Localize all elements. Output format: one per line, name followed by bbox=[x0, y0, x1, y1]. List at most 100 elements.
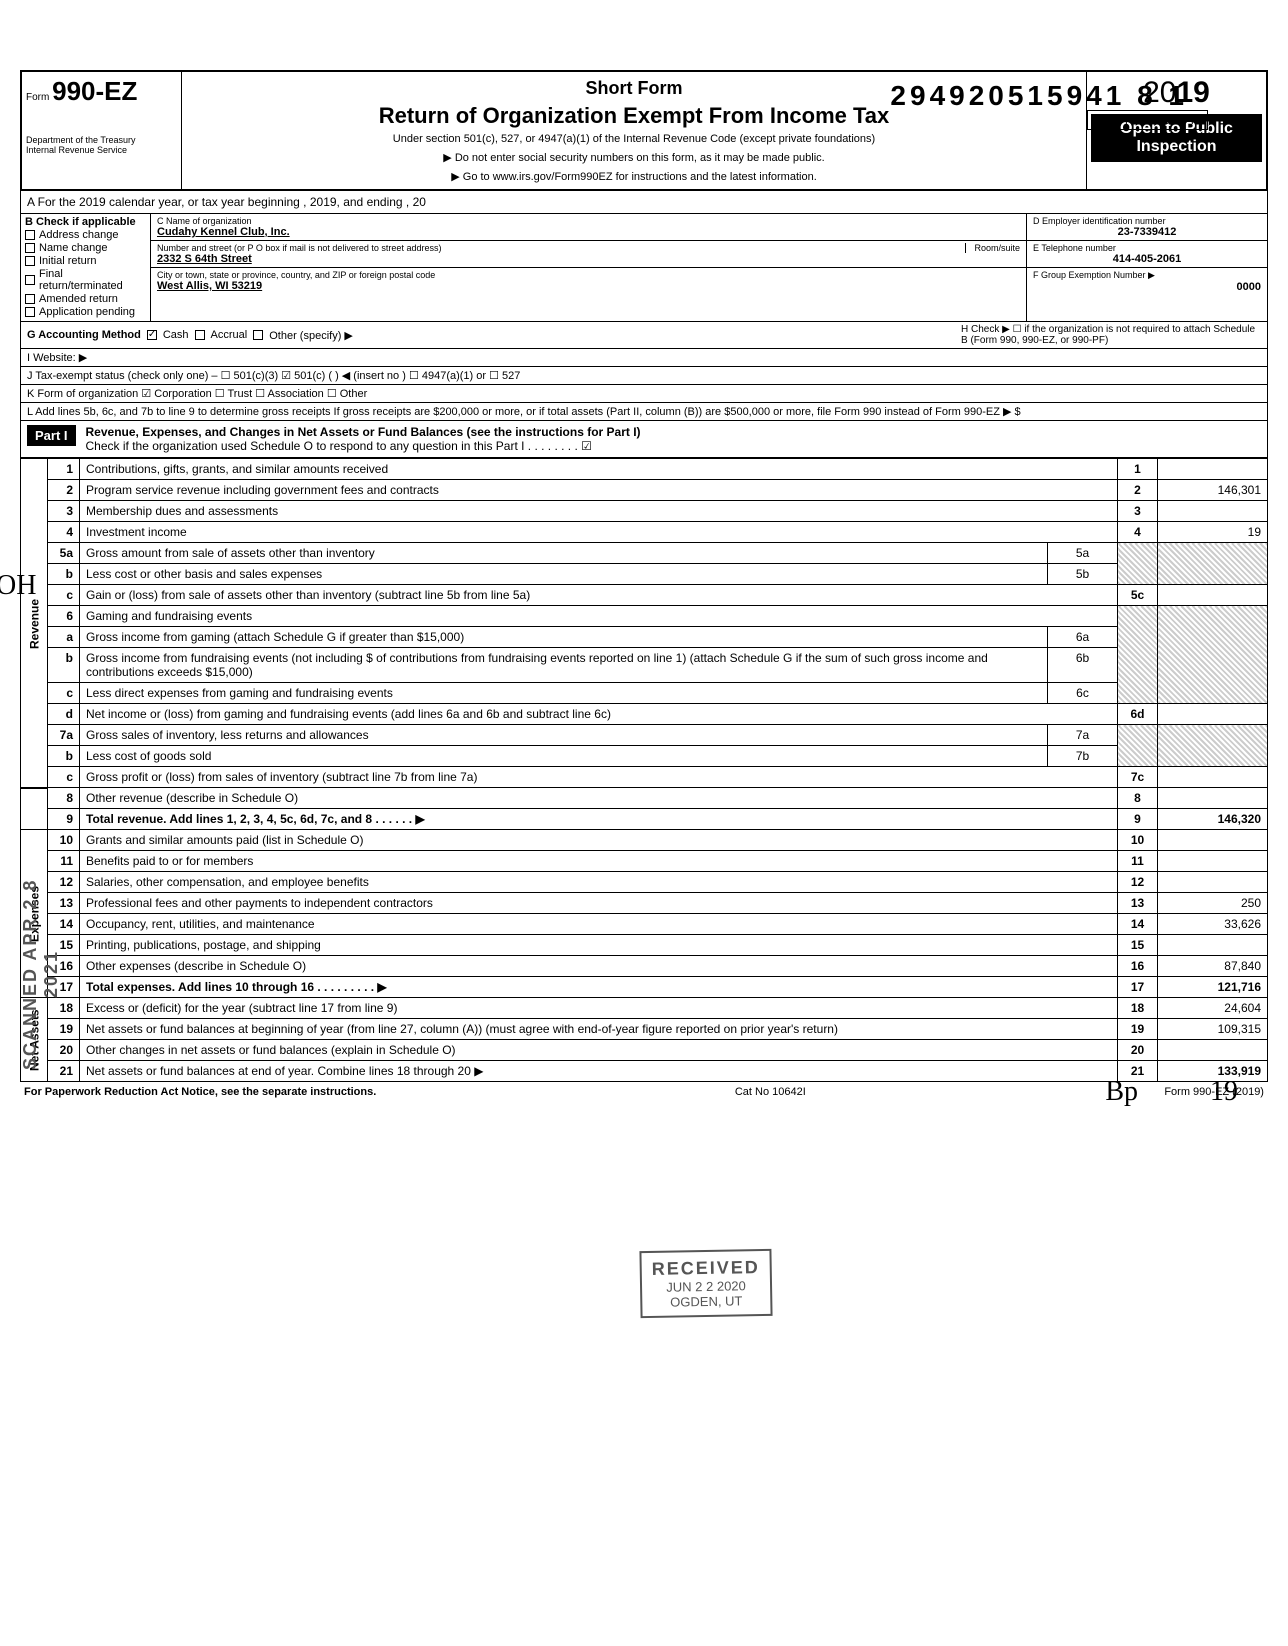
ln3-b: 3 bbox=[1118, 501, 1158, 522]
lbl-address: Address change bbox=[39, 229, 119, 241]
ln9-d: Total revenue. Add lines 1, 2, 3, 4, 5c,… bbox=[80, 809, 1118, 830]
ln15-a bbox=[1158, 935, 1268, 956]
ln2-d: Program service revenue including govern… bbox=[80, 480, 1118, 501]
ln6a-d: Gross income from gaming (attach Schedul… bbox=[80, 627, 1048, 648]
form-page: 294920515941 8 1 OMB No 1545-0047 OH For… bbox=[20, 70, 1268, 1098]
ln1-d: Contributions, gifts, grants, and simila… bbox=[80, 459, 1118, 480]
part1-title: Revenue, Expenses, and Changes in Net As… bbox=[86, 425, 1261, 439]
dln-number: 294920515941 8 1 bbox=[890, 80, 1188, 112]
chk-address[interactable] bbox=[25, 230, 35, 240]
d-label: D Employer identification number bbox=[1033, 216, 1261, 226]
ln10-n: 10 bbox=[48, 830, 80, 851]
chk-other[interactable] bbox=[253, 330, 263, 340]
col-b: B Check if applicable Address change Nam… bbox=[21, 214, 151, 321]
form-box: Form 990-EZ Department of the Treasury I… bbox=[22, 72, 182, 189]
row-g: G Accounting Method Cash Accrual Other (… bbox=[20, 322, 1268, 349]
dept-treasury: Department of the Treasury bbox=[26, 135, 177, 145]
ln9-b: 9 bbox=[1118, 809, 1158, 830]
chk-accrual[interactable] bbox=[195, 330, 205, 340]
ln19-b: 19 bbox=[1118, 1019, 1158, 1040]
row-k: K Form of organization ☑ Corporation ☐ T… bbox=[20, 385, 1268, 403]
ln8-d: Other revenue (describe in Schedule O) bbox=[80, 788, 1118, 809]
e-label: E Telephone number bbox=[1033, 243, 1261, 253]
ln6c-n: c bbox=[48, 683, 80, 704]
chk-final[interactable] bbox=[25, 275, 35, 285]
ln16-d: Other expenses (describe in Schedule O) bbox=[80, 956, 1118, 977]
footer-mid: Cat No 10642I bbox=[735, 1086, 806, 1098]
chk-amended[interactable] bbox=[25, 294, 35, 304]
group-exempt: 0000 bbox=[1033, 281, 1261, 293]
shade7 bbox=[1118, 725, 1158, 767]
ln20-b: 20 bbox=[1118, 1040, 1158, 1061]
chk-name[interactable] bbox=[25, 243, 35, 253]
row-j: J Tax-exempt status (check only one) – ☐… bbox=[20, 367, 1268, 385]
ln7c-b: 7c bbox=[1118, 767, 1158, 788]
ln3-a bbox=[1158, 501, 1268, 522]
ln18-b: 18 bbox=[1118, 998, 1158, 1019]
ln6d-n: d bbox=[48, 704, 80, 725]
ln2-n: 2 bbox=[48, 480, 80, 501]
shade7b bbox=[1158, 725, 1268, 767]
ln9-n: 9 bbox=[48, 809, 80, 830]
lbl-final: Final return/terminated bbox=[39, 268, 146, 292]
ln5a-m: 5a bbox=[1048, 543, 1118, 564]
ln5c-d: Gain or (loss) from sale of assets other… bbox=[80, 585, 1118, 606]
b-label: B Check if applicable bbox=[25, 216, 146, 228]
shade6 bbox=[1118, 606, 1158, 704]
ln6-n: 6 bbox=[48, 606, 80, 627]
ln18-a: 24,604 bbox=[1158, 998, 1268, 1019]
c-label: C Name of organization bbox=[157, 216, 1020, 226]
ln5b-m: 5b bbox=[1048, 564, 1118, 585]
ln1-b: 1 bbox=[1118, 459, 1158, 480]
ln9-a: 146,320 bbox=[1158, 809, 1268, 830]
ln1-a bbox=[1158, 459, 1268, 480]
ln19-d: Net assets or fund balances at beginning… bbox=[80, 1019, 1118, 1040]
ln4-n: 4 bbox=[48, 522, 80, 543]
ln13-d: Professional fees and other payments to … bbox=[80, 893, 1118, 914]
lbl-other: Other (specify) ▶ bbox=[269, 329, 353, 342]
stamp-received-date: JUN 2 2 2020 bbox=[652, 1278, 760, 1295]
ln8-n: 8 bbox=[48, 788, 80, 809]
ln14-a: 33,626 bbox=[1158, 914, 1268, 935]
ln14-b: 14 bbox=[1118, 914, 1158, 935]
room-suite: Room/suite bbox=[965, 243, 1020, 253]
ln13-b: 13 bbox=[1118, 893, 1158, 914]
shade6b bbox=[1158, 606, 1268, 704]
part1-header: Part I Revenue, Expenses, and Changes in… bbox=[20, 421, 1268, 458]
part1-label: Part I bbox=[27, 425, 76, 446]
ln6a-m: 6a bbox=[1048, 627, 1118, 648]
ln12-a bbox=[1158, 872, 1268, 893]
ln4-a: 19 bbox=[1158, 522, 1268, 543]
ln8-a bbox=[1158, 788, 1268, 809]
phone: 414-405-2061 bbox=[1033, 253, 1261, 265]
ln10-a bbox=[1158, 830, 1268, 851]
ln20-d: Other changes in net assets or fund bala… bbox=[80, 1040, 1118, 1061]
ln1-n: 1 bbox=[48, 459, 80, 480]
ln12-d: Salaries, other compensation, and employ… bbox=[80, 872, 1118, 893]
ln12-b: 12 bbox=[1118, 872, 1158, 893]
ln4-d: Investment income bbox=[80, 522, 1118, 543]
side-rev-cont bbox=[21, 788, 48, 830]
chk-pending[interactable] bbox=[25, 307, 35, 317]
form-prefix: Form bbox=[26, 92, 49, 103]
shade5 bbox=[1118, 543, 1158, 585]
title-warn2: ▶ Go to www.irs.gov/Form990EZ for instru… bbox=[188, 170, 1080, 183]
ln21-d: Net assets or fund balances at end of ye… bbox=[80, 1061, 1118, 1082]
ln3-n: 3 bbox=[48, 501, 80, 522]
ln10-b: 10 bbox=[1118, 830, 1158, 851]
chk-cash[interactable] bbox=[147, 330, 157, 340]
ln14-d: Occupancy, rent, utilities, and maintena… bbox=[80, 914, 1118, 935]
title-warn1: ▶ Do not enter social security numbers o… bbox=[188, 151, 1080, 164]
org-name: Cudahy Kennel Club, Inc. bbox=[157, 226, 1020, 238]
ln6a-n: a bbox=[48, 627, 80, 648]
f-label: F Group Exemption Number ▶ bbox=[1033, 270, 1261, 281]
row-l: L Add lines 5b, 6c, and 7b to line 9 to … bbox=[20, 403, 1268, 421]
ln6c-m: 6c bbox=[1048, 683, 1118, 704]
dept-irs: Internal Revenue Service bbox=[26, 145, 177, 155]
ln7c-d: Gross profit or (loss) from sales of inv… bbox=[80, 767, 1118, 788]
lbl-name: Name change bbox=[39, 242, 108, 254]
ln5a-d: Gross amount from sale of assets other t… bbox=[80, 543, 1048, 564]
ln16-a: 87,840 bbox=[1158, 956, 1268, 977]
chk-initial[interactable] bbox=[25, 256, 35, 266]
lbl-cash: Cash bbox=[163, 329, 189, 341]
